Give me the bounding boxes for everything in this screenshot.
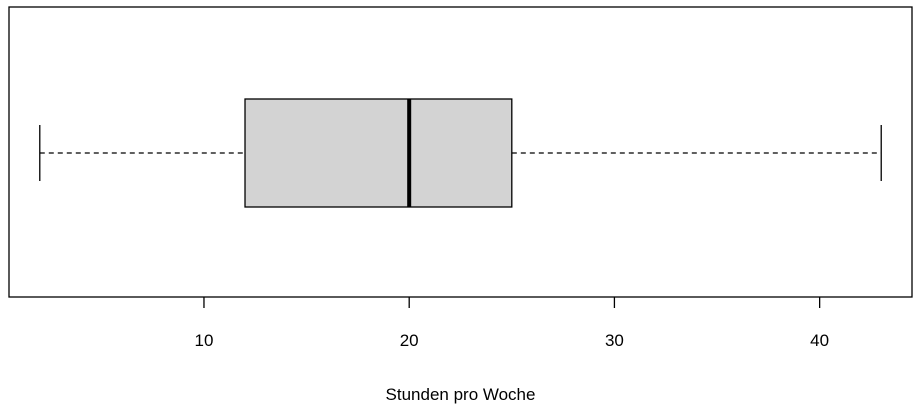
x-axis-label: Stunden pro Woche <box>386 385 536 404</box>
x-tick-label: 20 <box>400 331 419 350</box>
x-tick-label: 30 <box>605 331 624 350</box>
x-axis-ticks: 10 20 30 40 <box>195 297 829 350</box>
box-group <box>39 98 882 208</box>
x-tick-label: 10 <box>195 331 214 350</box>
iqr-box <box>244 98 513 208</box>
x-tick-label: 40 <box>810 331 829 350</box>
plot-frame <box>8 6 913 298</box>
